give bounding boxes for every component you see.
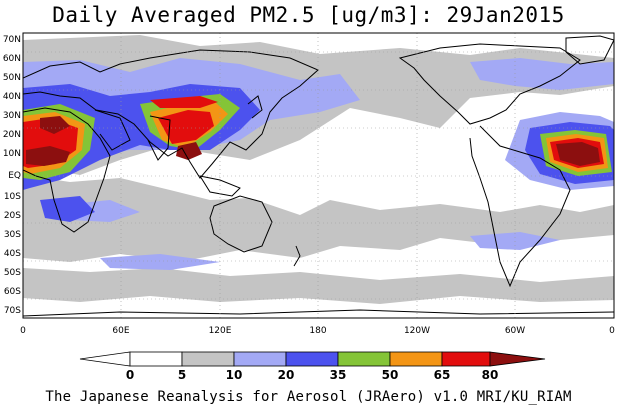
lat-label: 70S (4, 306, 21, 316)
colorbar-label: 0 (126, 368, 134, 382)
longitude-axis: 0 60E 120E 180 120W 60W 0 (20, 326, 615, 336)
pm25-field (23, 35, 614, 304)
lon-label: 60E (112, 326, 129, 336)
colorbar-labels: 0 5 10 20 35 50 65 80 (126, 368, 499, 382)
lat-label: 30N (3, 111, 21, 121)
colorbar-seg-35-50 (337, 351, 391, 367)
colorbar-seg-10-20 (233, 351, 287, 367)
lat-label: 60S (4, 287, 21, 297)
colorbar-seg-50-65 (389, 351, 443, 367)
colorbar-label: 35 (330, 368, 347, 382)
lon-label: 180 (309, 326, 326, 336)
colorbar-label: 80 (482, 368, 499, 382)
lon-label: 120W (404, 326, 430, 336)
coastlines (23, 35, 614, 317)
colorbar-label: 5 (178, 368, 186, 382)
map-title: Daily Averaged PM2.5 [ug/m3]: 29Jan2015 (52, 3, 565, 27)
lat-label: 20N (3, 130, 21, 140)
lat-label: 30S (4, 230, 21, 240)
graticule (23, 33, 614, 318)
colorbar-seg-65-80 (441, 351, 491, 367)
lat-label: 60N (3, 54, 21, 64)
lon-label: 0 (609, 326, 615, 336)
colorbar-label: 65 (434, 368, 451, 382)
lat-label: 20S (4, 211, 21, 221)
lat-label: 10S (4, 192, 21, 202)
map-credit: The Japanese Reanalysis for Aerosol (JRA… (45, 389, 572, 405)
colorbar-label: 20 (278, 368, 295, 382)
colorbar-seg-20-35 (285, 351, 339, 367)
pm25-band-80-plus (26, 116, 600, 166)
colorbar-max-arrow (489, 351, 546, 367)
lat-label: 40N (3, 92, 21, 102)
lat-label: 50S (4, 268, 21, 278)
colorbar (79, 351, 546, 367)
lat-label: 70N (3, 35, 21, 45)
lon-label: 60W (505, 326, 525, 336)
colorbar-label: 10 (226, 368, 243, 382)
latitude-axis: 70N 60N 50N 40N 30N 20N 10N EQ 10S 20S 3… (3, 35, 21, 316)
lat-label: EQ (8, 171, 21, 181)
colorbar-min-arrow (79, 351, 131, 367)
map-frame (22, 32, 615, 319)
colorbar-label: 50 (382, 368, 399, 382)
lon-label: 120E (209, 326, 232, 336)
lat-label: 50N (3, 73, 21, 83)
lat-label: 40S (4, 249, 21, 259)
lon-label: 0 (20, 326, 26, 336)
colorbar-seg-0-5 (129, 351, 183, 367)
lat-label: 10N (3, 149, 21, 159)
colorbar-seg-5-10 (181, 351, 235, 367)
